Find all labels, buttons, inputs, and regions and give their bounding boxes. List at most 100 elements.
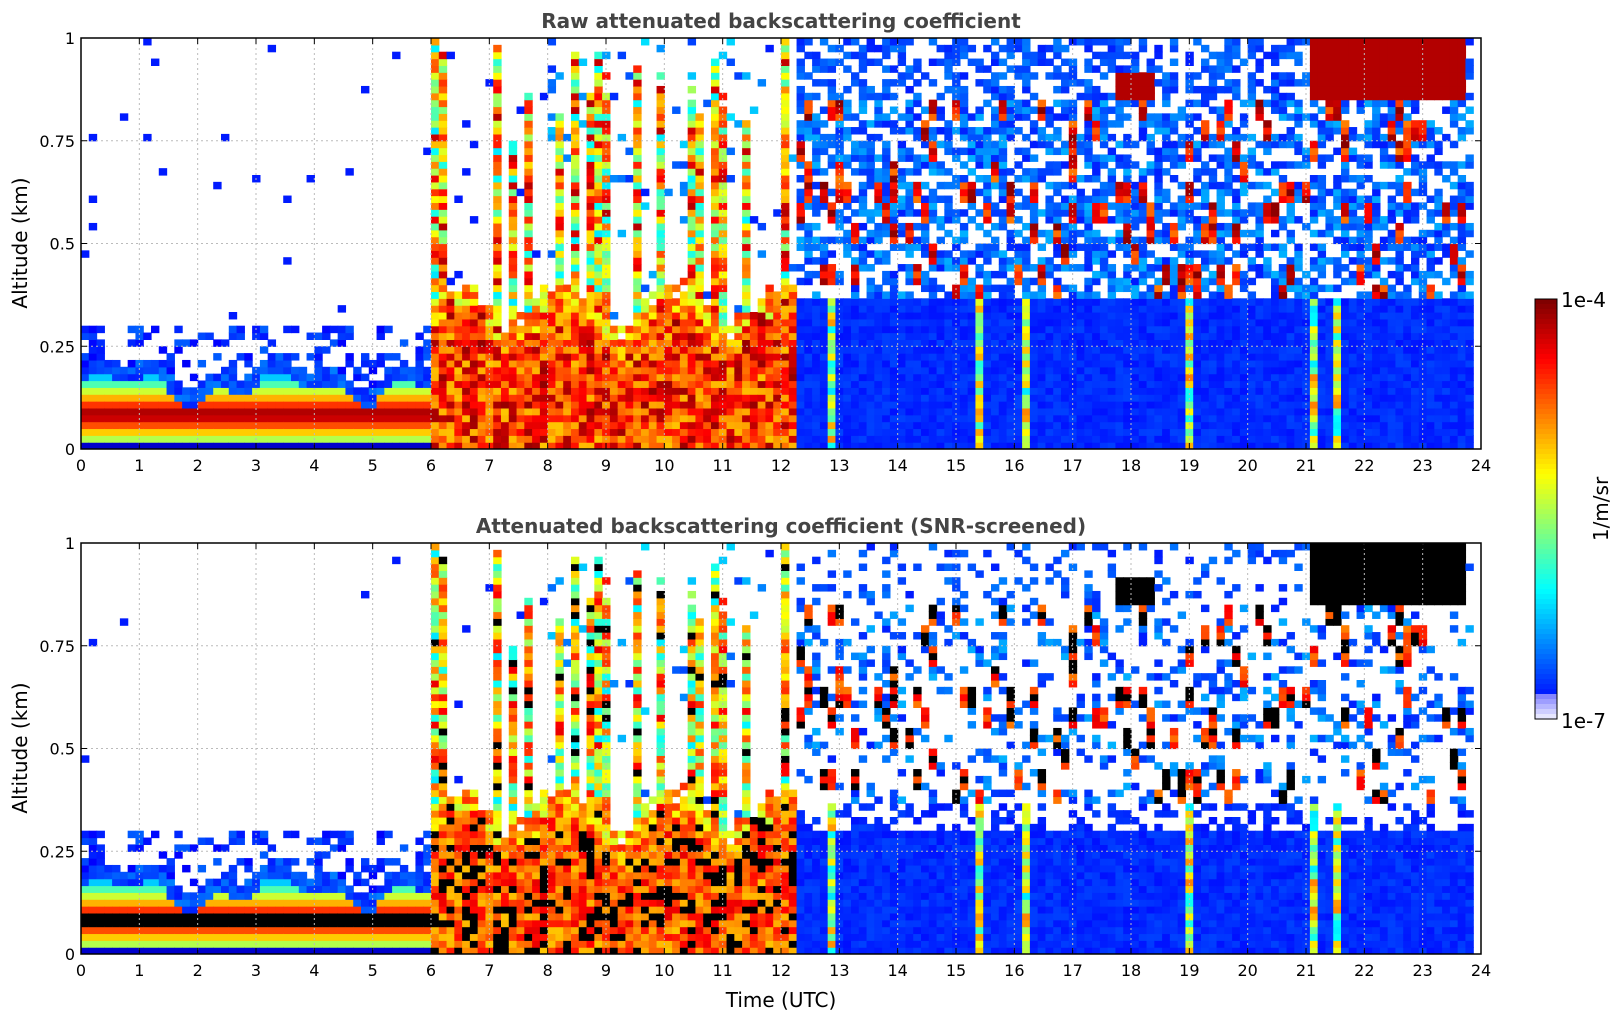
heatmap-cell xyxy=(236,325,245,334)
heatmap-cell xyxy=(563,359,572,368)
heatmap-cell xyxy=(1084,277,1093,286)
heatmap-cell xyxy=(578,305,588,313)
heatmap-cell xyxy=(462,318,471,327)
heatmap-cell xyxy=(913,195,922,203)
heatmap-cell xyxy=(874,332,883,340)
heatmap-cell xyxy=(913,380,922,388)
heatmap-cell xyxy=(687,277,697,286)
heatmap-cell xyxy=(874,236,883,245)
heatmap-cell xyxy=(812,257,821,265)
heatmap-cell xyxy=(983,140,992,149)
heatmap-cell xyxy=(337,421,347,430)
heatmap-cell xyxy=(1169,394,1179,402)
heatmap-cell xyxy=(858,428,868,436)
heatmap-cell xyxy=(213,401,222,409)
heatmap-cell xyxy=(516,414,525,423)
heatmap-cell xyxy=(1216,257,1225,265)
heatmap-cell xyxy=(1154,339,1163,347)
heatmap-cell xyxy=(734,435,743,443)
heatmap-cell xyxy=(866,373,875,382)
heatmap-cell xyxy=(664,332,673,340)
heatmap-cell xyxy=(882,387,891,395)
heatmap-cell xyxy=(703,312,712,320)
heatmap-cell xyxy=(586,236,595,245)
heatmap-cell xyxy=(438,298,448,306)
heatmap-cell xyxy=(306,332,315,340)
heatmap-cell xyxy=(493,236,502,245)
heatmap-cell xyxy=(851,298,860,306)
heatmap-cell xyxy=(695,407,704,416)
heatmap-cell xyxy=(469,373,479,382)
heatmap-cell xyxy=(1232,140,1241,149)
heatmap-cell xyxy=(166,407,175,416)
heatmap-cell xyxy=(928,133,938,142)
heatmap-cell xyxy=(765,284,774,293)
heatmap-cell xyxy=(967,407,977,416)
heatmap-cell xyxy=(1201,92,1210,101)
heatmap-cell xyxy=(1037,58,1047,66)
heatmap-cell xyxy=(687,291,697,299)
heatmap-cell xyxy=(127,366,137,375)
heatmap-cell xyxy=(882,407,891,416)
heatmap-cell xyxy=(1169,85,1179,94)
heatmap-cell xyxy=(991,366,1000,375)
heatmap-cell xyxy=(602,366,611,375)
heatmap-cell xyxy=(788,154,798,162)
heatmap-cell xyxy=(96,414,105,423)
heatmap-cell xyxy=(1131,222,1140,231)
heatmap-cell xyxy=(617,51,627,60)
heatmap-cell xyxy=(936,181,945,190)
heatmap-cell xyxy=(711,175,720,183)
heatmap-cell xyxy=(1123,133,1132,142)
heatmap-cell xyxy=(1076,195,1085,203)
heatmap-cell xyxy=(1154,305,1163,313)
heatmap-cell xyxy=(804,133,813,142)
heatmap-cell xyxy=(913,236,922,245)
heatmap-cell xyxy=(555,366,564,375)
heatmap-cell xyxy=(1061,284,1070,293)
heatmap-cell xyxy=(555,339,564,347)
heatmap-cell xyxy=(516,366,525,375)
heatmap-cell xyxy=(594,435,603,443)
heatmap-cell xyxy=(1138,401,1148,409)
heatmap-cell xyxy=(944,209,953,217)
heatmap-cell xyxy=(1216,332,1225,340)
heatmap-cell xyxy=(1123,346,1132,354)
heatmap-cell xyxy=(236,353,245,361)
heatmap-cell xyxy=(524,106,533,114)
heatmap-cell xyxy=(983,359,992,368)
heatmap-cell xyxy=(781,99,790,108)
heatmap-cell xyxy=(897,51,907,60)
heatmap-cell xyxy=(1084,120,1093,128)
heatmap-cell xyxy=(874,175,883,183)
heatmap-cell xyxy=(423,339,432,347)
heatmap-cell xyxy=(88,401,98,409)
heatmap-cell xyxy=(796,133,805,142)
heatmap-cell xyxy=(275,394,284,402)
heatmap-cell xyxy=(1084,380,1093,388)
heatmap-cell xyxy=(306,373,315,382)
heatmap-cell xyxy=(1193,168,1202,176)
heatmap-cell xyxy=(1216,387,1225,395)
heatmap-cell xyxy=(1037,312,1047,320)
heatmap-cell xyxy=(1201,305,1210,313)
heatmap-cell xyxy=(524,318,533,327)
heatmap-cell xyxy=(1131,353,1140,361)
heatmap-cell xyxy=(594,120,603,128)
heatmap-cell xyxy=(438,359,448,368)
heatmap-cell xyxy=(1061,243,1070,251)
heatmap-cell xyxy=(765,380,774,388)
heatmap-cell xyxy=(1177,161,1187,169)
heatmap-cell xyxy=(897,147,907,156)
heatmap-cell xyxy=(695,346,704,354)
heatmap-cell xyxy=(944,120,953,128)
heatmap-cell xyxy=(1193,435,1202,443)
heatmap-cell xyxy=(1138,332,1148,340)
heatmap-cell xyxy=(1037,291,1047,299)
heatmap-cell xyxy=(866,359,875,368)
heatmap-cell xyxy=(1076,312,1085,320)
heatmap-cell xyxy=(851,284,860,293)
heatmap-cell xyxy=(1037,44,1047,53)
heatmap-cell xyxy=(228,325,238,334)
heatmap-cell xyxy=(1006,44,1015,53)
